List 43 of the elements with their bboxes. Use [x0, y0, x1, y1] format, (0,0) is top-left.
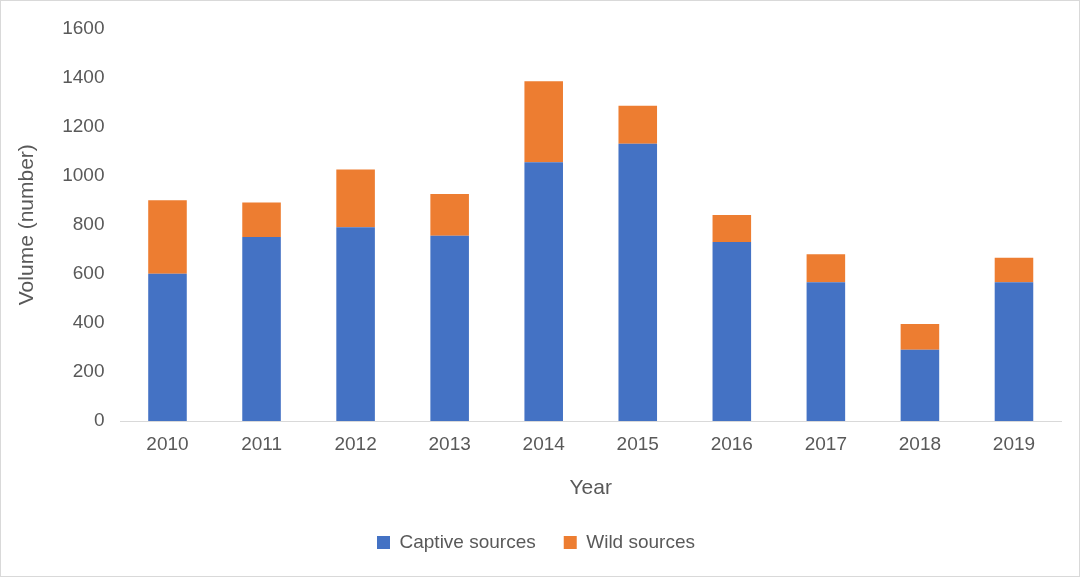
- x-axis-title: Year: [569, 475, 612, 499]
- y-tick-label: 800: [72, 212, 105, 234]
- bar: [524, 81, 563, 163]
- y-tick-label: 1000: [62, 163, 105, 185]
- bar: [430, 194, 469, 236]
- legend-label: Captive sources: [399, 530, 536, 552]
- bar: [994, 257, 1034, 283]
- x-tick-label: 2013: [428, 432, 471, 454]
- y-tick-label: 200: [72, 360, 105, 382]
- bar: [242, 236, 281, 421]
- bar: [712, 214, 752, 242]
- bar: [148, 200, 187, 274]
- y-tick-label: 1200: [62, 114, 105, 136]
- bar: [524, 162, 563, 421]
- bar: [806, 282, 846, 421]
- bar: [900, 349, 940, 421]
- bar: [242, 202, 281, 237]
- bar: [336, 169, 375, 228]
- bar: [900, 324, 940, 350]
- y-tick-label: 0: [93, 409, 105, 431]
- x-tick-label: 2012: [334, 432, 377, 454]
- x-tick-label: 2019: [992, 432, 1036, 454]
- y-tick-label: 400: [72, 311, 105, 333]
- bar: [148, 273, 187, 421]
- bar: [994, 282, 1034, 421]
- bar: [618, 143, 658, 421]
- x-tick-label: 2015: [616, 432, 659, 454]
- x-tick-label: 2011: [241, 432, 282, 454]
- bar: [336, 227, 375, 421]
- bar: [806, 254, 846, 283]
- y-axis-title: Volume (number): [14, 144, 38, 306]
- bar: [618, 105, 658, 144]
- x-tick-label: 2016: [710, 432, 753, 454]
- legend-label: Wild sources: [586, 530, 695, 552]
- y-tick-label: 600: [72, 262, 105, 284]
- x-tick-label: 2010: [146, 432, 189, 454]
- bar: [430, 235, 469, 421]
- y-tick-label: 1400: [62, 65, 105, 87]
- bar: [712, 241, 752, 421]
- y-tick-label: 1600: [62, 16, 105, 38]
- x-tick-label: 2018: [898, 432, 942, 454]
- x-tick-label: 2014: [522, 432, 566, 454]
- x-tick-label: 2017: [804, 432, 848, 454]
